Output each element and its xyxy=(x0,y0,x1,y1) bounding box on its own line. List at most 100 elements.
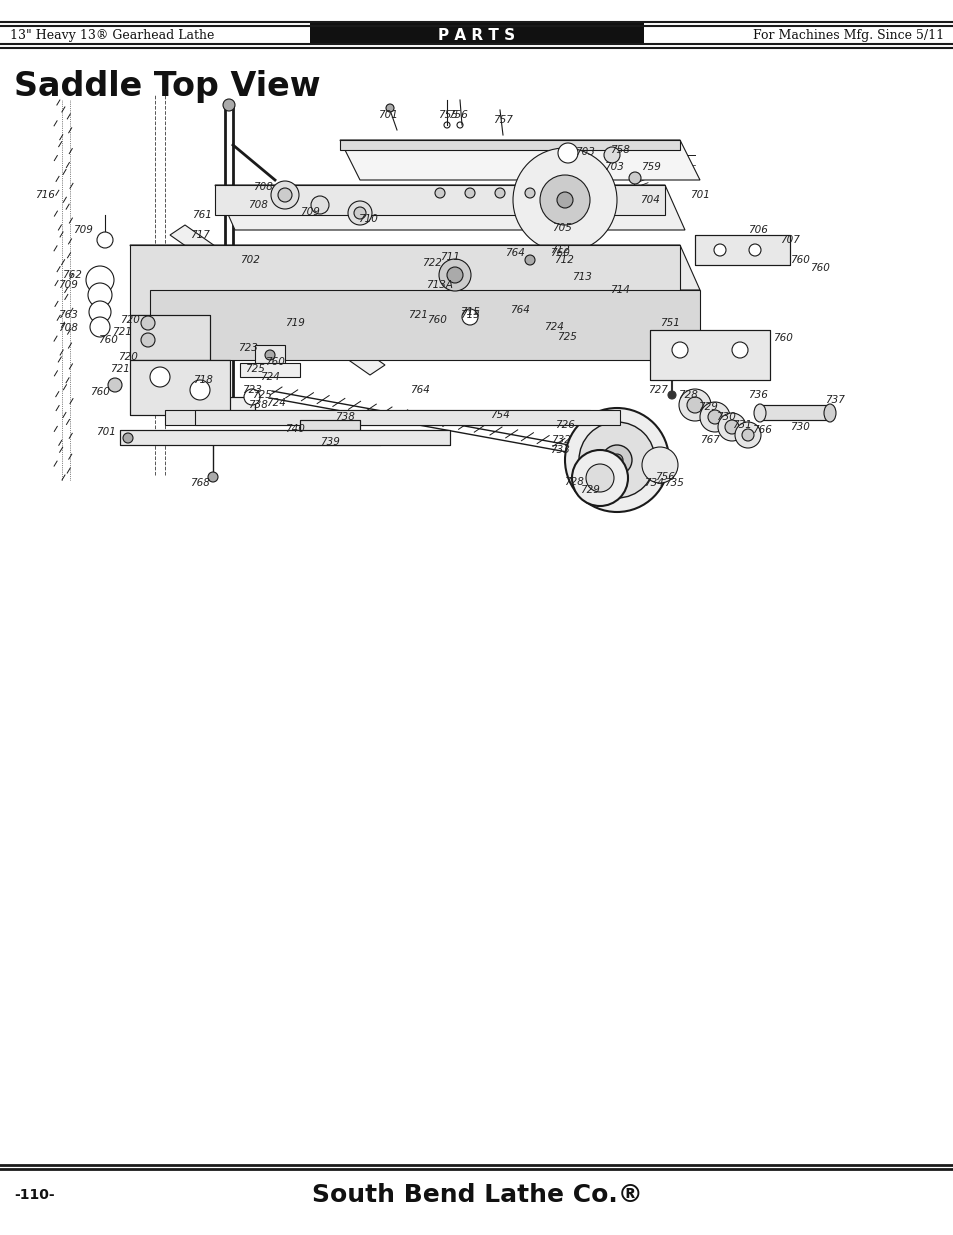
Ellipse shape xyxy=(823,404,835,422)
Text: Saddle Top View: Saddle Top View xyxy=(14,70,320,103)
Text: 736: 736 xyxy=(747,390,767,400)
Circle shape xyxy=(610,454,622,466)
Polygon shape xyxy=(214,185,664,215)
Circle shape xyxy=(86,266,113,294)
Text: 708: 708 xyxy=(253,182,273,191)
Polygon shape xyxy=(130,245,700,290)
Text: 708: 708 xyxy=(58,324,78,333)
Text: 754: 754 xyxy=(490,410,510,420)
Circle shape xyxy=(671,342,687,358)
Text: 733: 733 xyxy=(550,445,569,454)
Polygon shape xyxy=(339,140,679,149)
Text: 763: 763 xyxy=(58,310,78,320)
Text: 702: 702 xyxy=(240,254,259,266)
Text: 724: 724 xyxy=(543,322,563,332)
Bar xyxy=(310,22,643,44)
Polygon shape xyxy=(120,430,450,445)
Circle shape xyxy=(348,201,372,225)
Text: For Machines Mfg. Since 5/11: For Machines Mfg. Since 5/11 xyxy=(752,28,943,42)
Text: 714: 714 xyxy=(609,285,629,295)
Text: 710: 710 xyxy=(357,214,377,224)
Circle shape xyxy=(461,309,477,325)
Circle shape xyxy=(628,172,640,184)
Text: 764: 764 xyxy=(510,305,529,315)
Text: 757: 757 xyxy=(493,115,513,125)
Text: 764: 764 xyxy=(504,248,524,258)
Text: 701: 701 xyxy=(96,427,116,437)
Circle shape xyxy=(558,143,578,163)
Circle shape xyxy=(585,464,614,492)
Text: 720: 720 xyxy=(120,315,140,325)
Circle shape xyxy=(464,188,475,198)
Circle shape xyxy=(108,378,122,391)
Text: 713: 713 xyxy=(572,272,591,282)
Text: South Bend Lathe Co.®: South Bend Lathe Co.® xyxy=(312,1183,641,1207)
Text: 727: 727 xyxy=(647,385,667,395)
Circle shape xyxy=(578,422,655,498)
Text: 728: 728 xyxy=(563,477,583,487)
Text: 759: 759 xyxy=(640,162,660,172)
Text: 767: 767 xyxy=(700,435,720,445)
Text: 707: 707 xyxy=(780,235,800,245)
Circle shape xyxy=(713,245,725,256)
Circle shape xyxy=(447,267,462,283)
Text: 701: 701 xyxy=(689,190,709,200)
Circle shape xyxy=(513,148,617,252)
Circle shape xyxy=(123,433,132,443)
Polygon shape xyxy=(760,405,829,420)
Text: 760: 760 xyxy=(98,335,118,345)
Circle shape xyxy=(718,412,745,441)
Text: 735: 735 xyxy=(663,478,683,488)
Circle shape xyxy=(88,283,112,308)
Text: 718: 718 xyxy=(193,375,213,385)
Polygon shape xyxy=(130,315,210,359)
Text: 755: 755 xyxy=(437,110,457,120)
Text: 734: 734 xyxy=(643,478,663,488)
Text: 701: 701 xyxy=(377,110,397,120)
Polygon shape xyxy=(254,345,285,366)
Circle shape xyxy=(700,403,729,432)
Text: 732: 732 xyxy=(551,435,570,445)
Text: 728: 728 xyxy=(678,390,698,400)
Text: 722: 722 xyxy=(421,258,441,268)
Text: 738: 738 xyxy=(335,412,355,422)
Text: 724: 724 xyxy=(266,398,286,408)
Circle shape xyxy=(724,420,739,433)
Polygon shape xyxy=(214,185,684,230)
Text: 760: 760 xyxy=(427,315,446,325)
Text: 703: 703 xyxy=(575,147,595,157)
Text: 717: 717 xyxy=(190,230,210,240)
Circle shape xyxy=(265,350,274,359)
Circle shape xyxy=(141,333,154,347)
Circle shape xyxy=(741,429,753,441)
Polygon shape xyxy=(299,420,359,435)
Circle shape xyxy=(190,380,210,400)
Polygon shape xyxy=(165,410,589,425)
Circle shape xyxy=(141,316,154,330)
Text: 737: 737 xyxy=(824,395,844,405)
Text: 725: 725 xyxy=(245,364,265,374)
Text: 739: 739 xyxy=(319,437,339,447)
Circle shape xyxy=(271,182,298,209)
Polygon shape xyxy=(649,330,769,380)
Text: 711: 711 xyxy=(439,252,459,262)
Circle shape xyxy=(90,317,110,337)
Text: 725: 725 xyxy=(252,390,272,400)
Polygon shape xyxy=(575,266,609,290)
Text: 706: 706 xyxy=(747,225,767,235)
Circle shape xyxy=(601,445,631,475)
Circle shape xyxy=(277,188,292,203)
Text: 760: 760 xyxy=(550,248,569,258)
Text: 760: 760 xyxy=(809,263,829,273)
Circle shape xyxy=(438,259,471,291)
Polygon shape xyxy=(150,290,700,359)
Circle shape xyxy=(311,196,329,214)
Text: 719: 719 xyxy=(285,317,305,329)
Text: 768: 768 xyxy=(190,478,210,488)
Text: 703: 703 xyxy=(603,162,623,172)
Ellipse shape xyxy=(753,404,765,422)
Text: 726: 726 xyxy=(555,420,575,430)
Text: 704: 704 xyxy=(639,195,659,205)
Text: 705: 705 xyxy=(552,224,572,233)
Circle shape xyxy=(603,147,619,163)
